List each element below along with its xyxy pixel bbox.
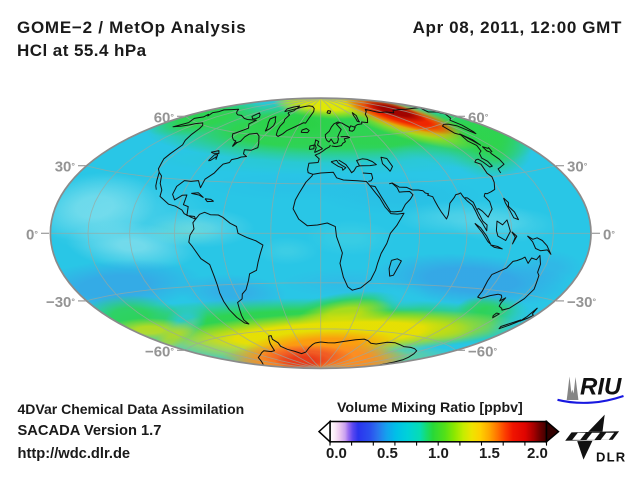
svg-text:60°: 60° — [154, 109, 175, 126]
svg-text:−60°: −60° — [468, 343, 497, 360]
svg-text:30°: 30° — [55, 159, 76, 176]
svg-text:−30°: −30° — [567, 294, 596, 311]
svg-text:−60°: −60° — [145, 343, 174, 360]
svg-text:30°: 30° — [567, 159, 588, 176]
svg-text:0°: 0° — [26, 226, 38, 243]
svg-text:60°: 60° — [468, 109, 489, 126]
svg-text:0°: 0° — [603, 226, 615, 243]
svg-text:−30°: −30° — [46, 294, 75, 311]
